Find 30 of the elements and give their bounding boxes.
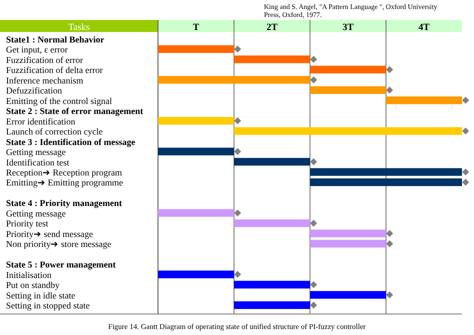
y-tick-label: Setting in stopped state xyxy=(6,300,90,311)
y-tick-label: Priority test xyxy=(6,218,49,229)
y-tick-label: Inference mechanism xyxy=(6,75,84,86)
y-tick-label: Getting message xyxy=(6,147,66,158)
y-tick-label: State1 : Normal Behavior xyxy=(6,34,104,44)
y-tick-label: Reception➔ Reception program xyxy=(6,168,122,178)
x-tick-label: 3T xyxy=(342,23,354,33)
y-tick-label: State 2 : State of error management xyxy=(6,106,144,116)
x-tick-label: T xyxy=(192,23,200,33)
y-tick-label: State 3 : Identification of message xyxy=(6,136,136,147)
y-tick-label: Priority➔ send message xyxy=(6,228,93,239)
y-tick-label: Fuzzification of delta error xyxy=(6,65,103,76)
y-tick-label: Get input, ε error xyxy=(6,44,68,55)
y-tick-label: Getting message xyxy=(6,208,66,218)
y-tick-label: Identification test xyxy=(6,157,70,168)
x-tick-label: 4T xyxy=(418,23,430,33)
y-tick-label: Fuzzification of error xyxy=(6,54,83,65)
y-tick-label: Setting in idle state xyxy=(6,290,76,300)
y-tick-label: Defuzzification xyxy=(6,86,62,96)
y-tick-label: State 5 : Power management xyxy=(6,260,116,270)
x-tick-label: 2T xyxy=(266,23,278,33)
y-axis-title: Tasks xyxy=(68,23,90,33)
y-tick-label: Put on standby xyxy=(6,280,60,290)
y-tick-label: Error identification xyxy=(6,116,76,126)
y-tick-label: Emitting➔ Emitting programme xyxy=(6,178,123,188)
y-tick-label: Emitting of the control signal xyxy=(6,96,112,106)
y-tick-label: State 4 : Priority management xyxy=(6,198,122,208)
y-tick-label: Launch of correction cycle xyxy=(6,126,103,137)
y-tick-label: Initialisation xyxy=(6,270,52,280)
y-tick-label: Non priority➔ store message xyxy=(6,239,112,250)
